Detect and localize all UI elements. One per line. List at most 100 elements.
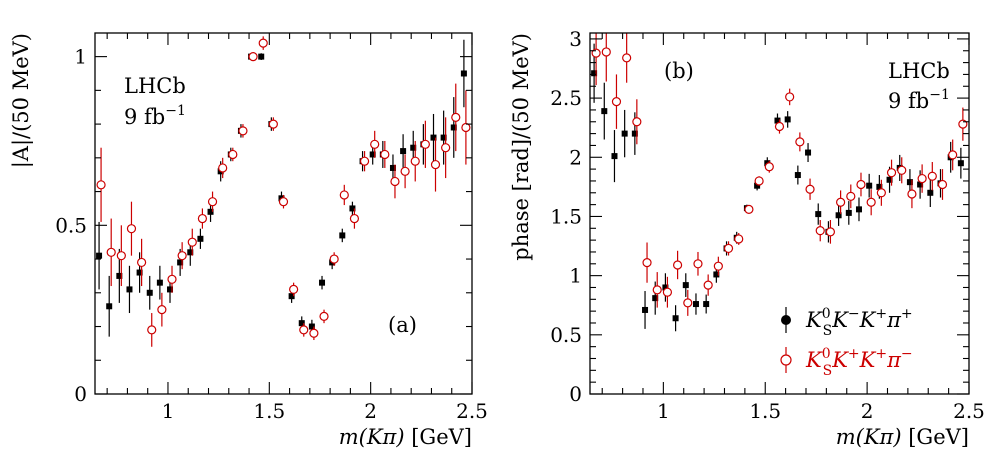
panel-b-point-square — [927, 189, 934, 196]
panel-b-x-tick-label: 1.5 — [749, 399, 781, 423]
panel-a-point-circle — [309, 328, 319, 338]
panel-a-data-marks — [96, 36, 471, 347]
panel-a-point-square — [339, 232, 346, 239]
panel-b-x-axis-title: m(Kπ) [GeV] — [836, 425, 969, 449]
panel-b-point-circle — [683, 298, 693, 308]
panel-b-point-circle — [927, 171, 937, 181]
panel-a-point-square — [460, 70, 467, 77]
panel-a-point-square — [349, 205, 356, 212]
panel-b-label: (b) — [664, 59, 694, 83]
panel-a-point-circle — [299, 325, 309, 335]
panel-a-point-circle — [248, 52, 258, 62]
panel-a-point-square — [450, 124, 457, 131]
panel-b-point-circle — [876, 188, 886, 198]
panel-a-point-circle — [106, 247, 116, 257]
panel-a-amplitude: 1 1.5 2 2.5 0 0.5 1 LHCb 9 fb−1 (a) |A|/(50 Me… — [9, 32, 488, 449]
panel-b-y-tick-label: 1 — [569, 264, 582, 288]
panel-a-point-square — [298, 320, 305, 327]
panel-a-point-square — [369, 151, 376, 158]
panel-a-point-circle — [96, 180, 106, 190]
panel-b-point-square — [794, 172, 801, 179]
panel-b-point-circle — [622, 53, 632, 63]
panel-a-point-square — [126, 286, 133, 293]
panel-b-point-circle — [672, 260, 683, 270]
panel-a-point-circle — [329, 254, 339, 264]
panel-b-y-tick-label: 2 — [569, 145, 582, 169]
panel-b-point-square — [662, 284, 669, 291]
panel-a-point-circle — [390, 176, 400, 187]
panel-a-point-circle — [238, 126, 248, 136]
panel-a-point-circle — [441, 143, 451, 153]
panel-a-point-square — [146, 289, 153, 296]
panel-b-point-square — [866, 182, 873, 189]
panel-a-luminosity-label: 9 fb−1 — [124, 103, 186, 129]
panel-b-point-circle — [886, 168, 897, 178]
panel-b-data-marks — [591, 33, 968, 332]
panel-b-point-circle — [795, 137, 805, 147]
panel-b-y-tick-label: 1.5 — [550, 204, 582, 228]
panel-b-point-circle — [866, 197, 876, 207]
panel-a-point-square — [136, 269, 143, 276]
panel-a-point-square — [389, 164, 396, 171]
panel-a-label: (a) — [388, 313, 417, 337]
panel-a-point-square — [187, 249, 194, 256]
panel-a-point-square — [167, 286, 174, 293]
panel-b-point-square — [591, 70, 598, 77]
panel-a-point-circle — [116, 251, 126, 261]
panel-a-point-square — [177, 259, 184, 266]
panel-b-frame — [589, 32, 970, 395]
panel-b-point-circle — [785, 92, 795, 102]
legend-entry-label: K0 SK−K+π+ — [805, 306, 913, 339]
panel-a-point-circle — [400, 166, 410, 176]
panel-a-y-tick-label: 0.5 — [55, 213, 87, 237]
panel-a-point-square — [400, 148, 407, 155]
panel-b-point-square — [855, 206, 862, 213]
panel-a-point-square — [116, 272, 123, 279]
panel-b-point-circle — [693, 259, 703, 269]
panel-a-point-circle — [319, 311, 329, 322]
panel-a-ticks: 1 1.5 2 2.5 0 0.5 1 — [55, 33, 488, 423]
panel-a-point-circle — [167, 274, 177, 284]
panel-b-point-square — [621, 130, 628, 137]
panel-b-y-tick-label: 3 — [569, 27, 582, 51]
panel-b-point-circle — [815, 226, 825, 236]
panel-b-x-tick-label: 2.5 — [953, 399, 985, 423]
panel-b-point-circle — [754, 176, 764, 186]
panel-b-point-square — [906, 179, 913, 186]
panel-b-point-square — [601, 108, 608, 115]
panel-a-point-circle — [430, 159, 441, 170]
panel-b-point-circle — [632, 117, 642, 127]
panel-b-point-circle — [744, 204, 754, 214]
panel-a-x-tick-label: 2.5 — [456, 399, 488, 423]
panel-b-point-square — [886, 176, 893, 183]
panel-a-x-axis-title: m(Kπ) [GeV] — [339, 425, 472, 449]
panel-a-y-tick-label: 0 — [74, 382, 87, 406]
panel-a-y-axis-title: |A|/(50 MeV) — [9, 33, 34, 168]
panel-b-point-square — [682, 282, 689, 289]
panel-a-point-square — [308, 323, 315, 330]
panel-b-point-circle — [774, 121, 785, 132]
panel-a-point-square — [197, 235, 204, 242]
panel-b-point-circle — [856, 179, 866, 190]
panel-a-point-square — [258, 53, 265, 60]
panel-b-y-tick-label: 0 — [569, 382, 582, 406]
panel-a-point-square — [430, 134, 437, 141]
panel-a-point-circle — [349, 213, 360, 224]
panel-b-point-square — [784, 116, 791, 123]
panel-a-point-circle — [228, 149, 238, 160]
panel-a-point-circle — [126, 224, 137, 234]
panel-a-point-circle — [359, 156, 370, 166]
panel-a-point-square — [156, 279, 163, 286]
panel-b-point-circle — [846, 191, 856, 201]
panel-a-point-circle — [207, 197, 218, 207]
panel-a-x-tick-label: 2 — [364, 399, 377, 423]
panel-b-y-tick-label: 2.5 — [550, 86, 582, 110]
panel-b-point-circle — [897, 165, 907, 175]
panel-a-x-tick-label: 1 — [162, 399, 175, 423]
panel-a-point-circle — [187, 237, 197, 247]
panel-a-point-square — [106, 303, 113, 310]
panel-b-point-square — [692, 301, 699, 308]
panel-a-point-circle — [268, 119, 278, 129]
panel-b-ticks: 1 1.5 2 2.5 0 0.5 1 1.5 2 2.5 3 — [550, 27, 985, 423]
panel-b-point-square — [703, 301, 710, 308]
